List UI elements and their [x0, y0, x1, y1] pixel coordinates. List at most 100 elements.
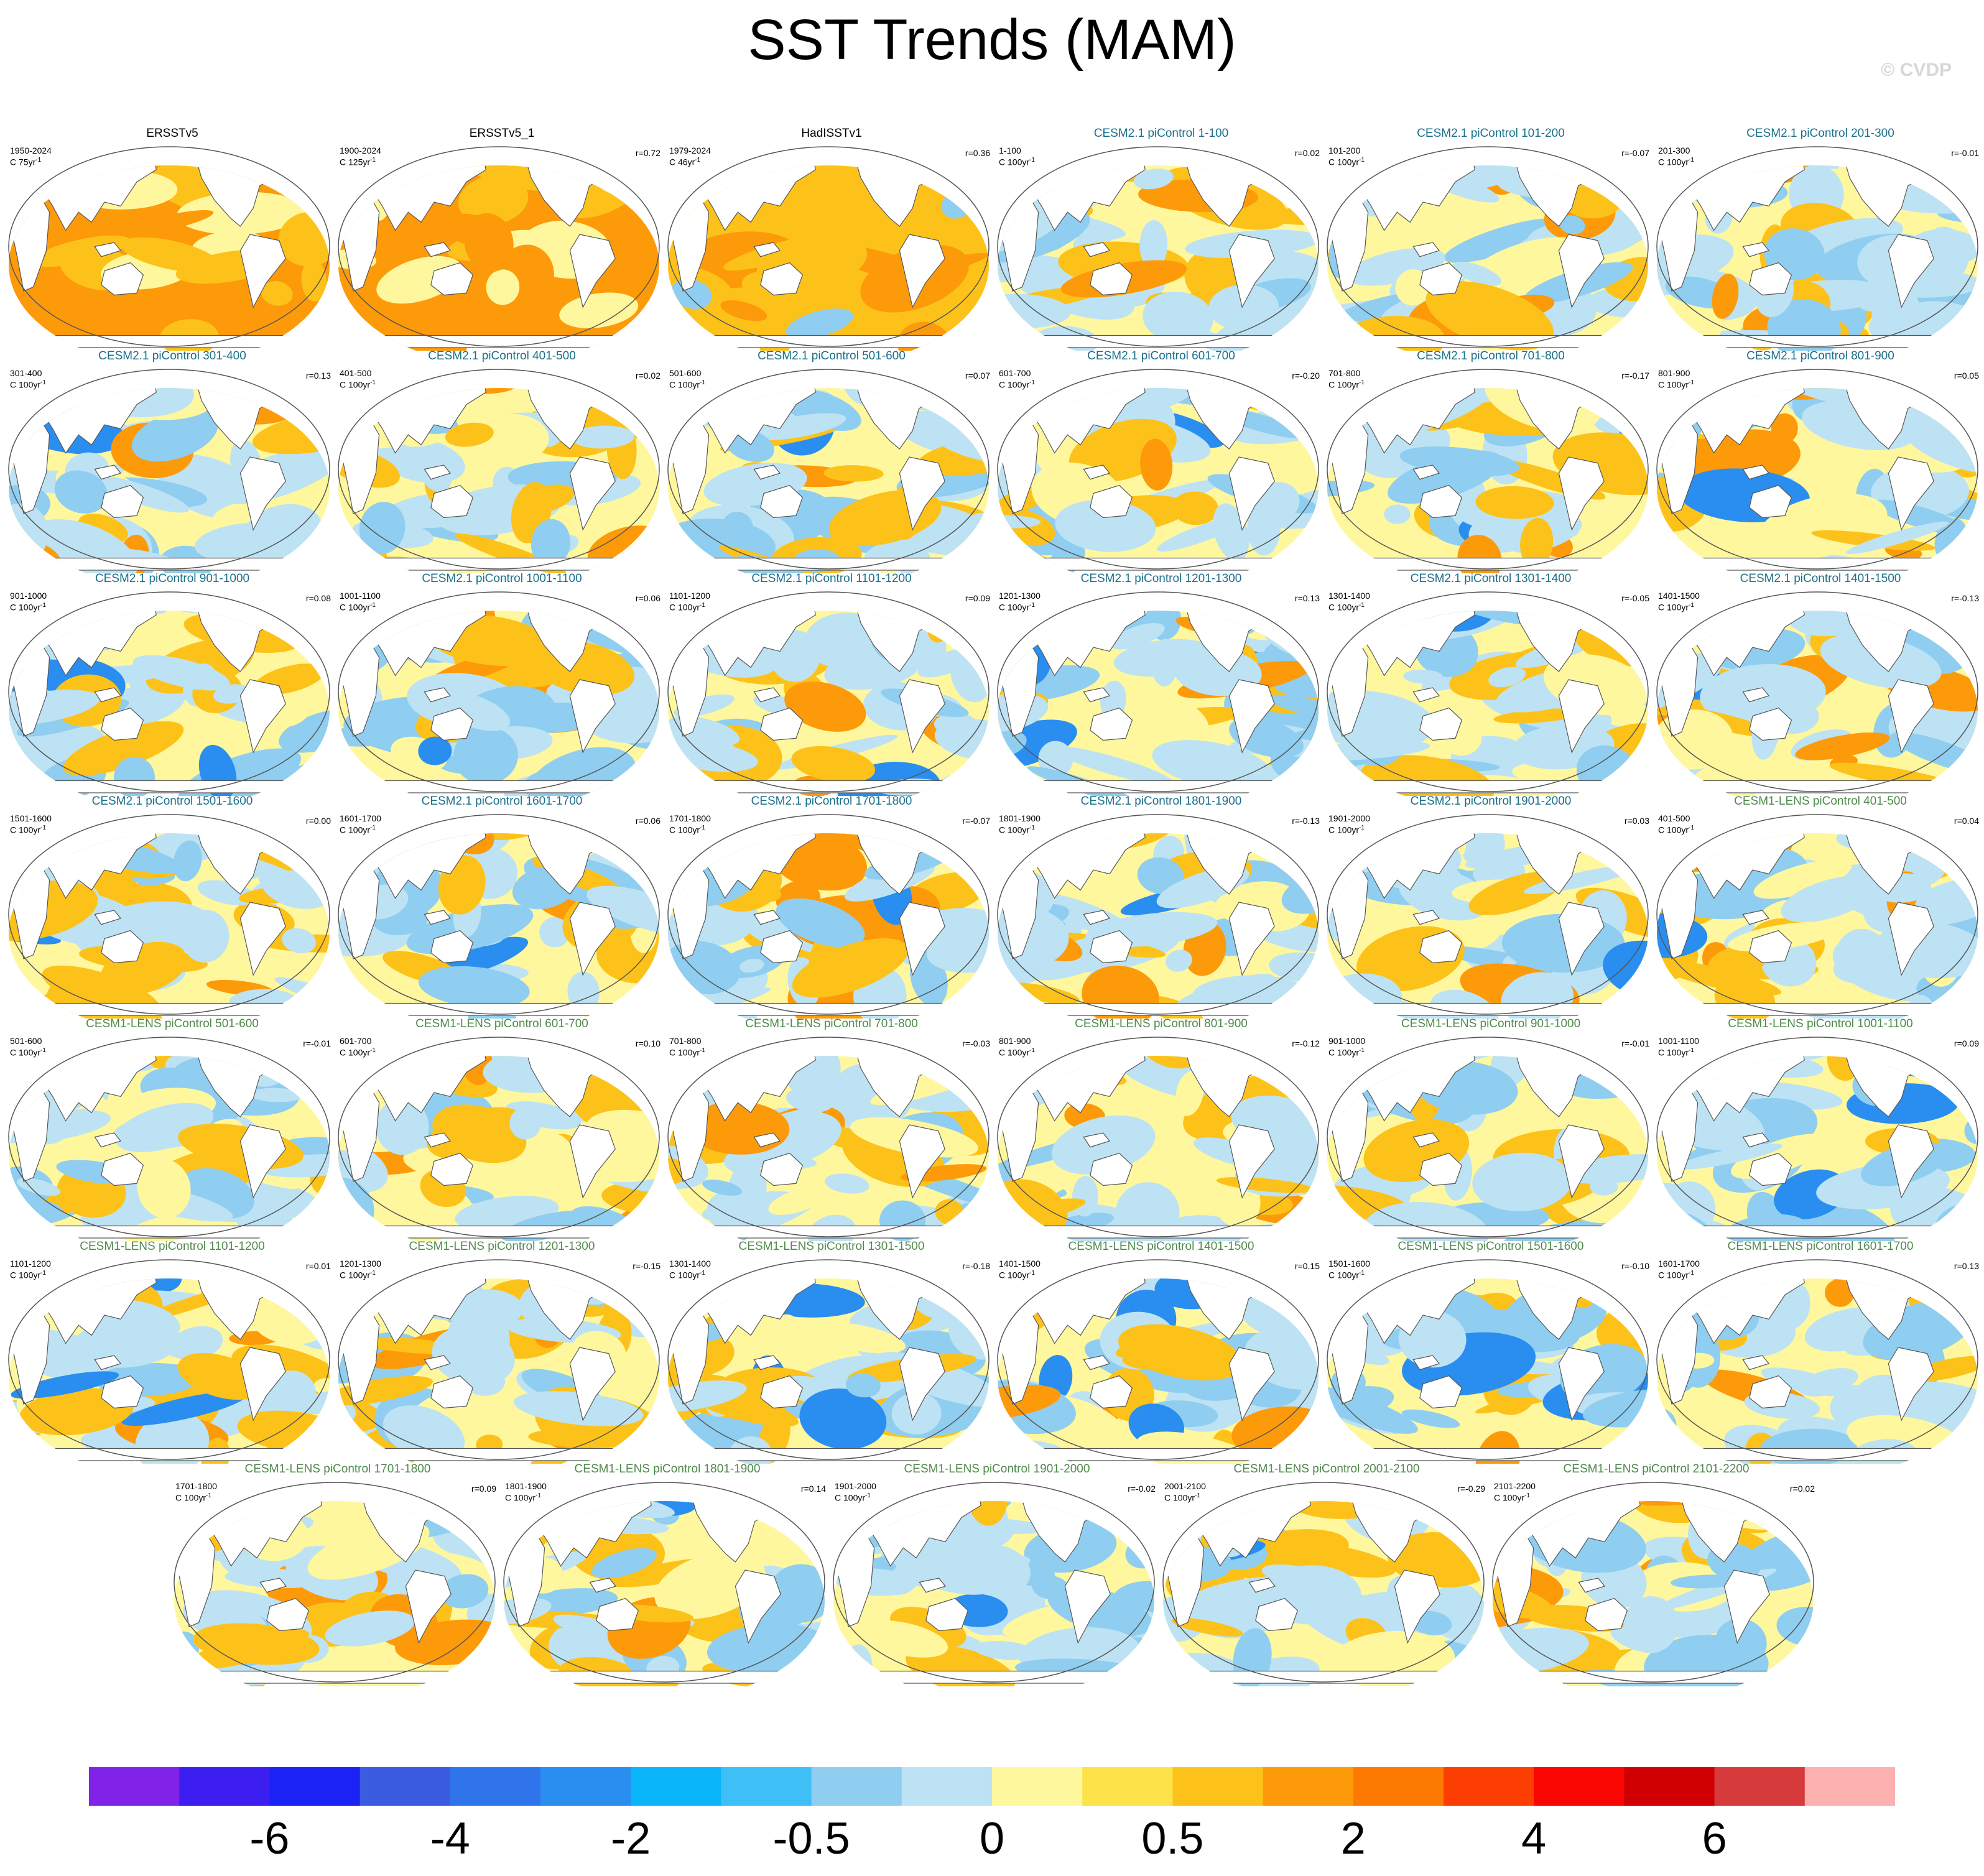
- sst-trend-map: [1656, 1037, 1978, 1241]
- panel-title: CESM1-LENS piControl 1601-1700: [1727, 1240, 1914, 1253]
- panel-units: C 100yr-1: [10, 602, 46, 612]
- sst-trend-map: [8, 369, 330, 573]
- panel-units: C 100yr-1: [1658, 602, 1694, 612]
- sst-trend-map: [667, 369, 990, 573]
- panel-title: CESM1-LENS piControl 1301-1500: [738, 1240, 925, 1253]
- panel-correlation: r=0.08: [305, 593, 331, 603]
- panel-title: CESM1-LENS piControl 1201-1300: [409, 1240, 595, 1253]
- panel-title: CESM1-LENS piControl 1501-1600: [1398, 1240, 1584, 1253]
- sst-trend-map: [1327, 1259, 1649, 1464]
- panel-years: 801-900: [1658, 368, 1690, 378]
- figure-title: SST Trends (MAM): [748, 8, 1236, 72]
- panel-units: C 100yr-1: [669, 1047, 705, 1058]
- map-panel: CESM2.1 piControl 201-300 201-300 C 100yr-…: [1656, 127, 1984, 351]
- panel-units: C 100yr-1: [1658, 1270, 1694, 1280]
- panel-units: C 100yr-1: [1658, 379, 1694, 390]
- panel-title: CESM2.1 piControl 1301-1400: [1410, 572, 1572, 585]
- panel-years: 2001-2100: [1164, 1481, 1206, 1491]
- map-panel: CESM2.1 piControl 501-600 501-600 C 100yr-…: [667, 349, 996, 573]
- map-panel: CESM1-LENS piControl 2101-2200 2101-2200 C…: [1491, 1462, 1821, 1686]
- sst-trend-map: [667, 814, 990, 1019]
- map-panel: CESM1-LENS piControl 401-500 401-500 C 100…: [1656, 795, 1984, 1019]
- colorbar-swatch: [269, 1767, 361, 1806]
- map-panel: HadISSTv1 1979-2024 C 46yr-1 r=0.36: [667, 127, 996, 351]
- panel-title: CESM2.1 piControl 601-700: [1087, 349, 1235, 363]
- colorbar-swatch: [89, 1767, 180, 1806]
- colorbar-swatch: [721, 1767, 812, 1806]
- map-panel: ERSSTv5 1950-2024 C 75yr-1: [7, 127, 337, 351]
- map-panel: CESM2.1 piControl 301-400 301-400 C 100yr-…: [7, 349, 337, 573]
- panel-units: C 100yr-1: [669, 379, 705, 390]
- panel-years: 601-700: [999, 368, 1031, 378]
- colorbar-swatch: [992, 1767, 1083, 1806]
- panel-units: C 100yr-1: [1328, 1047, 1365, 1058]
- colorbar-swatch: [1263, 1767, 1354, 1806]
- panel-title: CESM2.1 piControl 1201-1300: [1080, 572, 1242, 585]
- panel-years: 1501-1600: [1328, 1259, 1370, 1268]
- panel-correlation: r=0.72: [635, 148, 661, 158]
- panel-years: 901-1000: [10, 591, 47, 601]
- panel-title: ERSSTv5: [146, 127, 198, 140]
- panel-years: 901-1000: [1328, 1036, 1366, 1046]
- sst-trend-map: [8, 814, 330, 1019]
- colorbar-swatch: [1624, 1767, 1715, 1806]
- panel-units: C 100yr-1: [669, 602, 705, 612]
- panel-title: CESM2.1 piControl 901-1000: [95, 572, 250, 585]
- sst-trend-map: [338, 369, 660, 573]
- panel-correlation: r=-0.20: [1292, 371, 1320, 381]
- map-panel: CESM2.1 piControl 1401-1500 1401-1500 C 10…: [1656, 572, 1984, 796]
- panel-correlation: r=0.07: [965, 371, 990, 381]
- map-panel: CESM1-LENS piControl 1801-1900 1801-1900 C…: [503, 1462, 832, 1686]
- panel-years: 701-800: [669, 1036, 702, 1046]
- sst-trend-map: [1656, 146, 1978, 351]
- panel-correlation: r=-0.01: [303, 1038, 331, 1048]
- panel-years: 701-800: [1328, 368, 1361, 378]
- sst-trend-map: [1327, 814, 1649, 1019]
- panel-title: CESM2.1 piControl 201-300: [1746, 127, 1894, 140]
- colorbar-swatch: [540, 1767, 631, 1806]
- map-panel: CESM2.1 piControl 801-900 801-900 C 100yr-…: [1656, 349, 1984, 573]
- panel-correlation: r=-0.10: [1621, 1261, 1649, 1271]
- colorbar-swatch: [811, 1767, 902, 1806]
- panel-years: 1979-2024: [669, 146, 711, 155]
- panel-years: 1701-1800: [669, 813, 711, 823]
- panel-correlation: r=-0.01: [1951, 148, 1979, 158]
- panel-units: C 100yr-1: [1164, 1492, 1200, 1503]
- map-panel-grid: ERSSTv5 1950-2024 C 75yr-1 ERSSTv5_1 1900-20…: [7, 127, 1984, 1686]
- panel-units: C 100yr-1: [340, 1270, 376, 1280]
- map-panel: CESM2.1 piControl 901-1000 901-1000 C 100y…: [7, 572, 337, 796]
- panel-units: C 100yr-1: [999, 1047, 1035, 1058]
- colorbar-tick-label: 0: [979, 1814, 1005, 1864]
- sst-trend-map: [1327, 369, 1649, 573]
- colorbar-swatch: [1082, 1767, 1173, 1806]
- sst-trend-map: [338, 814, 660, 1019]
- colorbar-tick-label: 0.5: [1141, 1814, 1204, 1864]
- colorbar-tick-label: -2: [611, 1814, 651, 1864]
- panel-correlation: r=-0.01: [1621, 1038, 1649, 1048]
- colorbar-swatch: [450, 1767, 541, 1806]
- panel-units: C 100yr-1: [10, 825, 46, 835]
- colorbar-swatch: [1444, 1767, 1534, 1806]
- copyright-watermark: © CVDP: [1881, 60, 1952, 80]
- panel-years: 1301-1400: [1328, 591, 1370, 601]
- panel-units: C 100yr-1: [1328, 157, 1365, 167]
- panel-units: C 100yr-1: [1658, 157, 1694, 167]
- colorbar-swatch: [1172, 1767, 1264, 1806]
- panel-correlation: r=-0.07: [1621, 148, 1649, 158]
- panel-units: C 100yr-1: [10, 1270, 46, 1280]
- panel-years: 1601-1700: [1658, 1259, 1700, 1268]
- panel-units: C 100yr-1: [1658, 1047, 1694, 1058]
- sst-trend-map: [1656, 369, 1978, 573]
- colorbar-swatch: [359, 1767, 451, 1806]
- sst-trend-map: [1492, 1482, 1814, 1686]
- map-panel: CESM1-LENS piControl 801-900 801-900 C 100…: [996, 1017, 1326, 1241]
- colorbar-swatch: [1804, 1767, 1895, 1806]
- panel-years: 1501-1600: [10, 813, 52, 823]
- panel-correlation: r=0.13: [1954, 1261, 1979, 1271]
- panel-years: 101-200: [1328, 146, 1361, 155]
- panel-title: CESM2.1 piControl 401-500: [428, 349, 576, 363]
- colorbar-swatch: [1353, 1767, 1444, 1806]
- panel-title: CESM1-LENS piControl 1401-1500: [1068, 1240, 1254, 1253]
- panel-correlation: r=0.02: [635, 371, 661, 381]
- panel-units: C 100yr-1: [669, 825, 705, 835]
